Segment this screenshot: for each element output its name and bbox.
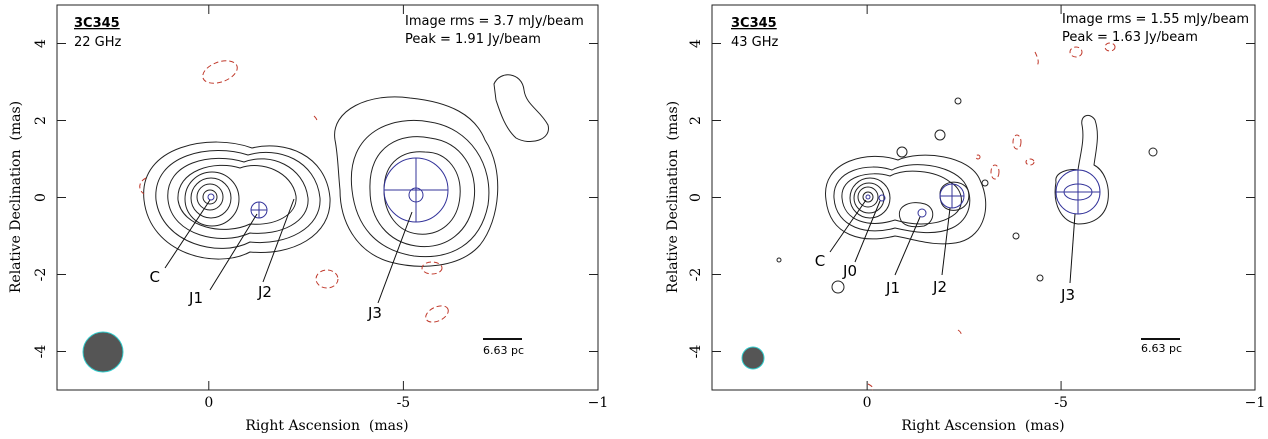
y-tick-label: 4 (688, 39, 704, 48)
rms-label: Image rms = 3.7 mJy/beam (405, 14, 584, 29)
model-components (207, 157, 449, 223)
frequency: 43 GHz (731, 35, 779, 50)
component-label: J3 (1060, 286, 1075, 304)
component-label: J2 (257, 283, 272, 301)
source-name: 3C345 (74, 16, 120, 31)
contours (776, 97, 1158, 294)
scale-bar-label: 6.63 pc (483, 344, 524, 357)
plot-frame (56, 4, 599, 391)
x-axis-label: Right Ascension (mas) (245, 418, 408, 434)
leader-lines (164, 198, 413, 304)
rms-label: Image rms = 1.55 mJy/beam (1062, 12, 1249, 27)
y-tick-label: 2 (688, 116, 704, 125)
plot-frame (711, 4, 1256, 391)
model-components (865, 169, 1101, 218)
x-tick-label: -5 (1054, 395, 1068, 411)
y-tick-label: -4 (33, 345, 49, 359)
component-label: J1 (188, 289, 203, 307)
component-label: J2 (932, 278, 947, 296)
x-axis-label: Right Ascension (mas) (901, 418, 1064, 434)
peak-label: Peak = 1.91 Jy/beam (405, 32, 541, 47)
component-label: J3 (367, 304, 382, 322)
frequency: 22 GHz (74, 35, 122, 50)
y-axis-label: Relative Declination (mas) (665, 101, 681, 293)
y-tick-label: -2 (688, 268, 704, 282)
x-tick-label: -5 (397, 395, 411, 411)
noise-contours (867, 42, 1116, 391)
beam (82, 331, 124, 373)
peak-label: Peak = 1.63 Jy/beam (1062, 30, 1198, 45)
panel-22ghz: C J1 J2 J3 6.63 pc 3C345 22 GHz Image rm… (8, 4, 599, 434)
x-tick-label: 0 (863, 395, 872, 411)
x-tick-label: 0 (204, 395, 213, 411)
contours (143, 74, 549, 267)
x-tick-label: −1 (1245, 395, 1266, 411)
y-tick-label: -4 (688, 345, 704, 359)
component-label: J1 (885, 279, 900, 297)
component-label: J0 (842, 262, 857, 280)
y-tick-label: 4 (33, 39, 49, 48)
source-name: 3C345 (731, 16, 777, 31)
y-tick-label: 0 (688, 193, 704, 202)
beam (741, 346, 765, 370)
y-tick-label: -2 (33, 268, 49, 282)
leader-lines (829, 199, 1076, 284)
scale-bar-label: 6.63 pc (1141, 342, 1182, 355)
component-label: C (815, 252, 825, 270)
noise-contours (139, 60, 449, 323)
y-axis-label: Relative Declination (mas) (8, 101, 24, 293)
y-tick-label: 0 (33, 193, 49, 202)
x-tick-label: −1 (588, 395, 609, 411)
panel-43ghz: C J0 J1 J2 J3 6.63 pc 3C345 43 GHz Image… (665, 4, 1256, 434)
y-tick-label: 2 (33, 116, 49, 125)
component-label: C (150, 268, 160, 286)
